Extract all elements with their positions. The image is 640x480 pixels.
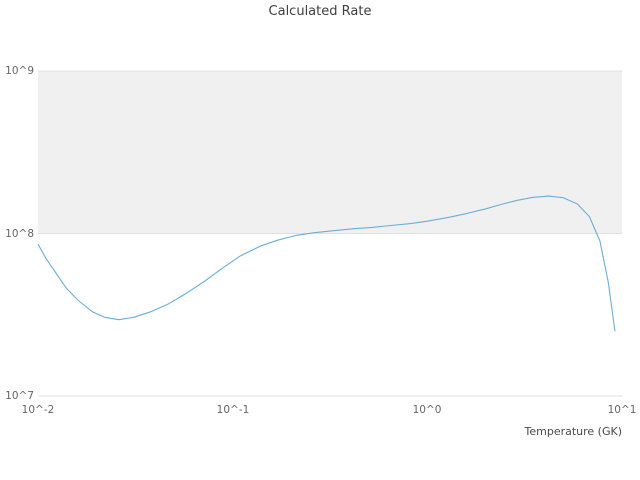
y-tick-label-1e8: 10^8 (5, 228, 34, 240)
x-tick-label-1e1: 10^1 (607, 404, 637, 416)
y-tick-label-1e7: 10^7 (5, 390, 34, 402)
y-tick-label-1e9: 10^9 (5, 65, 34, 77)
x-tick-label-1e-2: 10^-2 (21, 404, 55, 416)
x-tick-label-1e0: 10^0 (412, 404, 442, 416)
x-tick-label-1e-1: 10^-1 (216, 404, 250, 416)
chart-title: Calculated Rate (268, 4, 372, 19)
x-axis-label: Temperature (GK) (524, 425, 623, 438)
